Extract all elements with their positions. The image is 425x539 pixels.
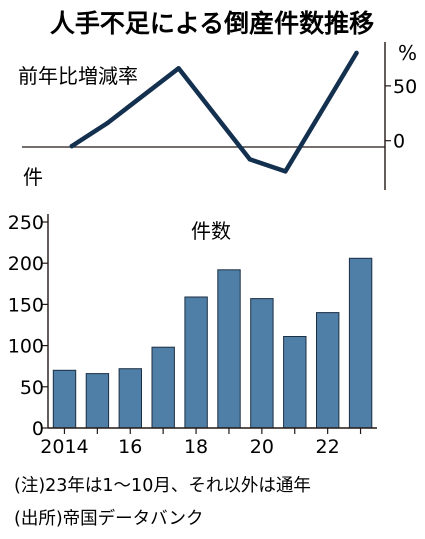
growth-rate-point — [105, 120, 110, 126]
count-bars — [52, 257, 373, 429]
chart-title: 人手不足による倒産件数推移 — [50, 9, 374, 38]
growth-rate-point — [176, 66, 181, 71]
bankruptcy-count-panel: 件 件数 0 50 100 150 200 250 2014 16 18 20 22 — [8, 165, 377, 458]
count-y-ticks: 0 50 100 150 200 250 — [8, 212, 48, 440]
count-bar — [151, 346, 175, 429]
growth-rate-tick-label: 0 — [393, 131, 405, 153]
count-x-tick-label: 2014 — [40, 436, 88, 458]
count-bar — [52, 369, 77, 429]
growth-rate-points — [69, 50, 359, 174]
count-bar — [217, 269, 241, 429]
note-period: (注)23年は1〜10月、それ以外は通年 — [14, 476, 311, 496]
count-tick-label: 100 — [8, 336, 44, 358]
growth-rate-unit: % — [398, 41, 417, 65]
count-x-tick-label: 22 — [316, 436, 340, 458]
growth-rate-point — [283, 169, 288, 174]
growth-rate-point — [354, 50, 359, 56]
count-tick-label: 50 — [20, 377, 44, 399]
growth-rate-line — [69, 50, 359, 174]
count-bar — [283, 336, 307, 429]
count-x-tick-label: 16 — [118, 436, 142, 458]
growth-rate-point — [69, 143, 75, 149]
count-x-tick-label: 18 — [184, 436, 208, 458]
growth-rate-title: 前年比増減率 — [18, 64, 138, 88]
count-tick-label: 150 — [8, 294, 44, 316]
count-bar — [250, 298, 274, 429]
count-bar — [118, 368, 142, 429]
growth-rate-ticks: 0 50 — [385, 76, 417, 153]
count-x-ticks: 2014 16 18 20 22 — [40, 428, 362, 458]
growth-rate-tick-label: 50 — [393, 76, 417, 98]
count-bar — [348, 257, 373, 429]
count-bar — [184, 296, 208, 429]
count-bar — [316, 312, 340, 429]
growth-rate-point — [247, 157, 252, 162]
count-title: 件数 — [191, 219, 231, 243]
count-tick-label: 200 — [8, 253, 44, 275]
count-unit: 件 — [23, 165, 43, 189]
count-tick-label: 0 — [32, 418, 44, 440]
count-x-tick-label: 20 — [250, 436, 274, 458]
count-bar — [85, 373, 110, 429]
growth-rate-panel: 前年比増減率 % 0 50 — [18, 41, 417, 190]
note-source: (出所)帝国データバンク — [14, 508, 204, 529]
count-tick-label: 250 — [8, 212, 44, 234]
